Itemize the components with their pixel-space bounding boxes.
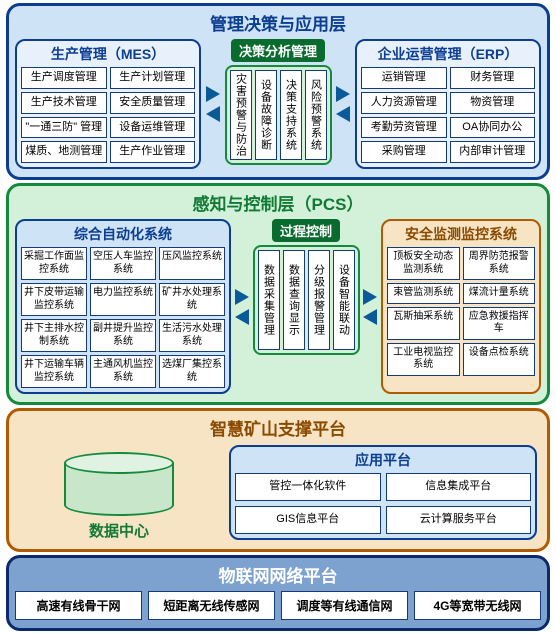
decision-item: 设备故障诊断: [255, 70, 277, 160]
layer-iot: 物联网网络平台 高速有线骨干网 短距离无线传感网 调度等有线通信网 4G等宽带无…: [6, 555, 550, 631]
layer-pcs: 感知与控制层（PCS） 综合自动化系统 采掘工作面监控系统 空压人车监控系统 压…: [6, 183, 550, 405]
safety-item: 煤流计量系统: [463, 283, 536, 304]
safety-item: 周界防范报警系统: [463, 247, 536, 280]
panel-automation: 综合自动化系统 采掘工作面监控系统 空压人车监控系统 压风监控系统 井下皮带运输…: [15, 219, 231, 394]
safety-item: 束管监测系统: [387, 283, 460, 304]
arrow-left-icon: [363, 309, 377, 325]
panel-mes: 生产管理（MES） 生产调度管理 生产计划管理 生产技术管理 安全质量管理 "一…: [15, 39, 201, 169]
mes-item: 生产计划管理: [110, 67, 196, 89]
layer1-title: 管理决策与应用层: [15, 10, 541, 35]
iot-item: 高速有线骨干网: [15, 591, 142, 620]
iot-item: 4G等宽带无线网: [414, 591, 541, 620]
erp-grid: 运销管理 财务管理 人力资源管理 物资管理 考勤劳资管理 OA协同办公 采购管理…: [361, 67, 535, 163]
erp-item: 财务管理: [450, 67, 536, 89]
arrow-left-icon: [235, 309, 249, 325]
process-item: 数据采集管理: [258, 250, 280, 350]
auto-item: 主通风机监控系统: [90, 355, 156, 388]
panel-app-platform: 应用平台 管控一体化软件 信息集成平台 GIS信息平台 云计算服务平台: [229, 445, 537, 540]
arrows-l2-right: [360, 219, 380, 394]
auto-item: 副井提升监控系统: [90, 319, 156, 352]
decision-item: 决策支持系统: [280, 70, 302, 160]
erp-item: 人力资源管理: [361, 92, 447, 114]
arrow-right-icon: [336, 86, 350, 102]
arrow-right-icon: [206, 86, 220, 102]
erp-item: 考勤劳资管理: [361, 117, 447, 139]
auto-item: 矿井水处理系统: [159, 283, 225, 316]
panel-decision: 决策分析管理 灾害预警与防治 设备故障诊断 决策支持系统 风险预警系统: [225, 39, 332, 169]
mes-item: 安全质量管理: [110, 92, 196, 114]
decision-title: 决策分析管理: [231, 39, 325, 62]
process-item: 分级报警管理: [308, 250, 330, 350]
mes-item: 设备运维管理: [110, 117, 196, 139]
auto-item: 井下运输车辆监控系统: [21, 355, 87, 388]
panel-process-control: 过程控制 数据采集管理 数据查询显示 分级报警管理 设备智能联动: [253, 219, 360, 394]
panel-safety-monitor: 安全监测监控系统 顶板安全动态监测系统 周界防范报警系统 束管监测系统 煤流计量…: [381, 219, 541, 394]
safety-grid: 顶板安全动态监测系统 周界防范报警系统 束管监测系统 煤流计量系统 瓦斯抽采系统…: [387, 247, 535, 376]
process-item: 数据查询显示: [283, 250, 305, 350]
automation-title: 综合自动化系统: [21, 224, 225, 244]
layer2-title: 感知与控制层（PCS）: [15, 190, 541, 215]
mes-item: "一通三防" 管理: [21, 117, 107, 139]
app-item: 管控一体化软件: [235, 473, 381, 501]
arrow-left-icon: [206, 106, 220, 122]
mes-item: 生产技术管理: [21, 92, 107, 114]
datacenter-label: 数据中心: [19, 520, 219, 541]
panel-erp: 企业运营管理（ERP） 运销管理 财务管理 人力资源管理 物资管理 考勤劳资管理…: [355, 39, 541, 169]
app-grid: 管控一体化软件 信息集成平台 GIS信息平台 云计算服务平台: [235, 473, 531, 534]
arrows-l1-right: [333, 39, 353, 169]
auto-item: 选煤厂集控系统: [159, 355, 225, 388]
app-item: 云计算服务平台: [386, 506, 532, 534]
erp-item: OA协同办公: [450, 117, 536, 139]
iot-item: 短距离无线传感网: [148, 591, 275, 620]
mes-grid: 生产调度管理 生产计划管理 生产技术管理 安全质量管理 "一通三防" 管理 设备…: [21, 67, 195, 163]
arrows-l2-left: [232, 219, 252, 394]
iot-grid: 高速有线骨干网 短距离无线传感网 调度等有线通信网 4G等宽带无线网: [15, 591, 541, 620]
app-item: 信息集成平台: [386, 473, 532, 501]
safety-item: 设备点检系统: [463, 343, 536, 376]
auto-item: 压风监控系统: [159, 247, 225, 280]
erp-item: 物资管理: [450, 92, 536, 114]
auto-item: 井下主排水控制系统: [21, 319, 87, 352]
auto-item: 生活污水处理系统: [159, 319, 225, 352]
mes-item: 煤质、地测管理: [21, 141, 107, 163]
process-title: 过程控制: [272, 219, 340, 242]
erp-title: 企业运营管理（ERP）: [361, 44, 535, 64]
layer-support: 智慧矿山支撑平台 数据中心 应用平台 管控一体化软件 信息集成平台 GIS信息平…: [6, 408, 550, 552]
safety-item: 瓦斯抽采系统: [387, 307, 460, 340]
auto-item: 井下皮带运输监控系统: [21, 283, 87, 316]
layer3-title: 智慧矿山支撑平台: [15, 415, 541, 440]
auto-item: 空压人车监控系统: [90, 247, 156, 280]
layer-management: 管理决策与应用层 生产管理（MES） 生产调度管理 生产计划管理 生产技术管理 …: [6, 3, 550, 180]
arrow-right-icon: [363, 289, 377, 305]
safety-title: 安全监测监控系统: [387, 224, 535, 244]
decision-item: 灾害预警与防治: [230, 70, 252, 160]
erp-item: 运销管理: [361, 67, 447, 89]
arrow-left-icon: [336, 106, 350, 122]
mes-item: 生产作业管理: [110, 141, 196, 163]
mes-title: 生产管理（MES）: [21, 44, 195, 64]
app-item: GIS信息平台: [235, 506, 381, 534]
decision-item: 风险预警系统: [305, 70, 327, 160]
mes-item: 生产调度管理: [21, 67, 107, 89]
app-title: 应用平台: [235, 450, 531, 470]
safety-item: 应急救援指挥车: [463, 307, 536, 340]
auto-item: 电力监控系统: [90, 283, 156, 316]
process-item: 设备智能联动: [333, 250, 355, 350]
auto-item: 采掘工作面监控系统: [21, 247, 87, 280]
iot-item: 调度等有线通信网: [281, 591, 408, 620]
automation-grid: 采掘工作面监控系统 空压人车监控系统 压风监控系统 井下皮带运输监控系统 电力监…: [21, 247, 225, 388]
arrow-right-icon: [235, 289, 249, 305]
safety-item: 工业电视监控系统: [387, 343, 460, 376]
cylinder-icon: [64, 452, 174, 516]
erp-item: 内部审计管理: [450, 141, 536, 163]
erp-item: 采购管理: [361, 141, 447, 163]
datacenter: 数据中心: [19, 444, 219, 541]
arrows-l1-left: [203, 39, 223, 169]
safety-item: 顶板安全动态监测系统: [387, 247, 460, 280]
